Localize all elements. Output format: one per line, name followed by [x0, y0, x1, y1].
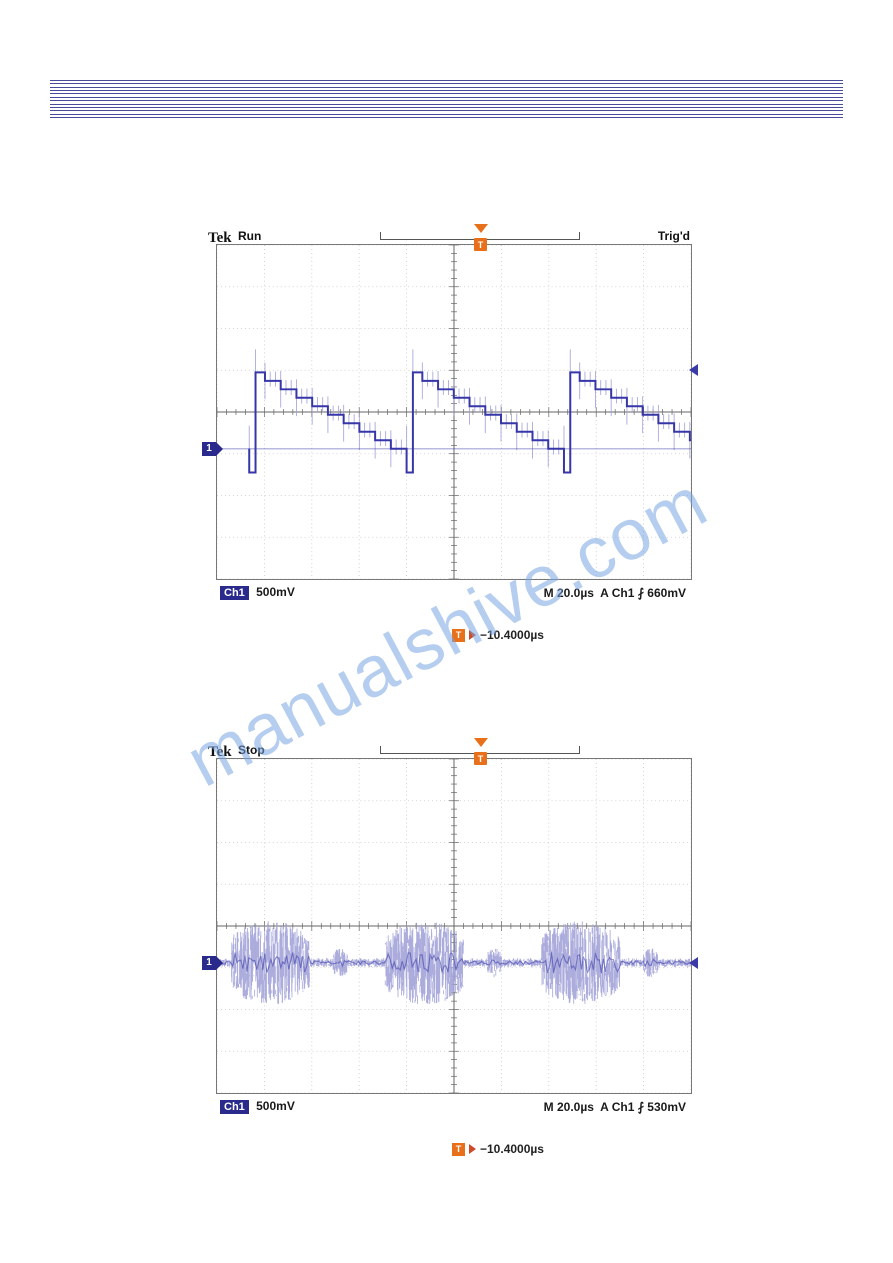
header-rule: [50, 80, 843, 118]
ch-badge: Ch1: [220, 586, 249, 600]
oscilloscope-capture-1: Tek Run T Trig'd 1 Ch1 500mV M 20.0µs A …: [216, 226, 692, 624]
ch-badge: Ch1: [220, 1100, 249, 1114]
waveform-svg-1: [217, 245, 691, 579]
ch1-zero-marker: 1: [202, 442, 216, 456]
trigger-readout: A Ch1 ⨏ 530mV: [600, 1100, 686, 1114]
vertical-readout: Ch1 500mV: [220, 1099, 295, 1114]
timebase-value: M 20.0µs: [544, 586, 594, 600]
arrow-right-icon: [469, 1144, 476, 1154]
t-icon: T: [452, 1143, 465, 1156]
waveform-plot: [216, 758, 692, 1094]
trigger-readout: A Ch1 ⨏ 660mV: [600, 586, 686, 600]
delay-readout: T −10.4000µs: [452, 628, 544, 642]
vertical-readout: Ch1 500mV: [220, 585, 295, 600]
trigger-level-marker: [689, 957, 698, 969]
trigger-position-marker: T: [474, 224, 488, 251]
timebase-value: M 20.0µs: [544, 1100, 594, 1114]
status-label: Stop: [238, 743, 265, 757]
oscilloscope-capture-2: Tek Stop T 1 Ch1 500mV M 20.0µs A Ch1 ⨏ …: [216, 740, 692, 1138]
vdiv-value: 500mV: [256, 585, 295, 599]
arrow-right-icon: [469, 630, 476, 640]
trigger-t-icon: T: [474, 238, 487, 251]
waveform-plot: [216, 244, 692, 580]
timebase-readout: M 20.0µs A Ch1 ⨏ 660mV: [544, 586, 686, 600]
trigger-t-icon: T: [474, 752, 487, 765]
waveform-svg-2: [217, 759, 691, 1093]
delay-value: −10.4000µs: [480, 1142, 544, 1156]
vdiv-value: 500mV: [256, 1099, 295, 1113]
delay-readout: T −10.4000µs: [452, 1142, 544, 1156]
timebase-readout: M 20.0µs A Ch1 ⨏ 530mV: [544, 1100, 686, 1114]
delay-value: −10.4000µs: [480, 628, 544, 642]
trigger-level-marker: [689, 364, 698, 376]
status-label: Run: [238, 229, 261, 243]
trigger-status: Trig'd: [658, 229, 690, 243]
t-icon: T: [452, 629, 465, 642]
ch1-zero-marker: 1: [202, 956, 216, 970]
trigger-position-marker: T: [474, 738, 488, 765]
